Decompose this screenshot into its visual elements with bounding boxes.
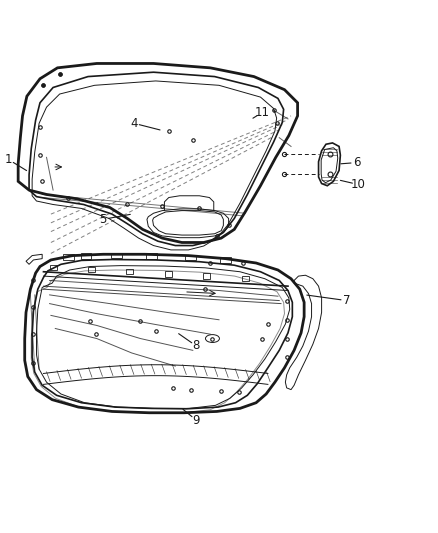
Text: 9: 9 [193, 414, 200, 427]
Text: 5: 5 [99, 213, 107, 226]
Text: 4: 4 [130, 117, 138, 130]
Bar [81, 253, 91, 259]
Text: 10: 10 [350, 178, 365, 191]
Bar [242, 276, 249, 281]
Bar [185, 255, 196, 260]
Text: 1: 1 [5, 153, 12, 166]
Text: 6: 6 [353, 156, 360, 169]
Bar [146, 253, 156, 259]
Bar [220, 257, 231, 263]
Bar [127, 269, 134, 274]
Bar [88, 267, 95, 272]
Text: 8: 8 [193, 340, 200, 352]
Text: 7: 7 [343, 294, 350, 307]
Bar [203, 273, 210, 279]
Bar [49, 265, 57, 270]
Bar [165, 271, 172, 277]
Bar [63, 254, 74, 260]
Text: 11: 11 [254, 106, 269, 119]
Bar [111, 253, 122, 258]
